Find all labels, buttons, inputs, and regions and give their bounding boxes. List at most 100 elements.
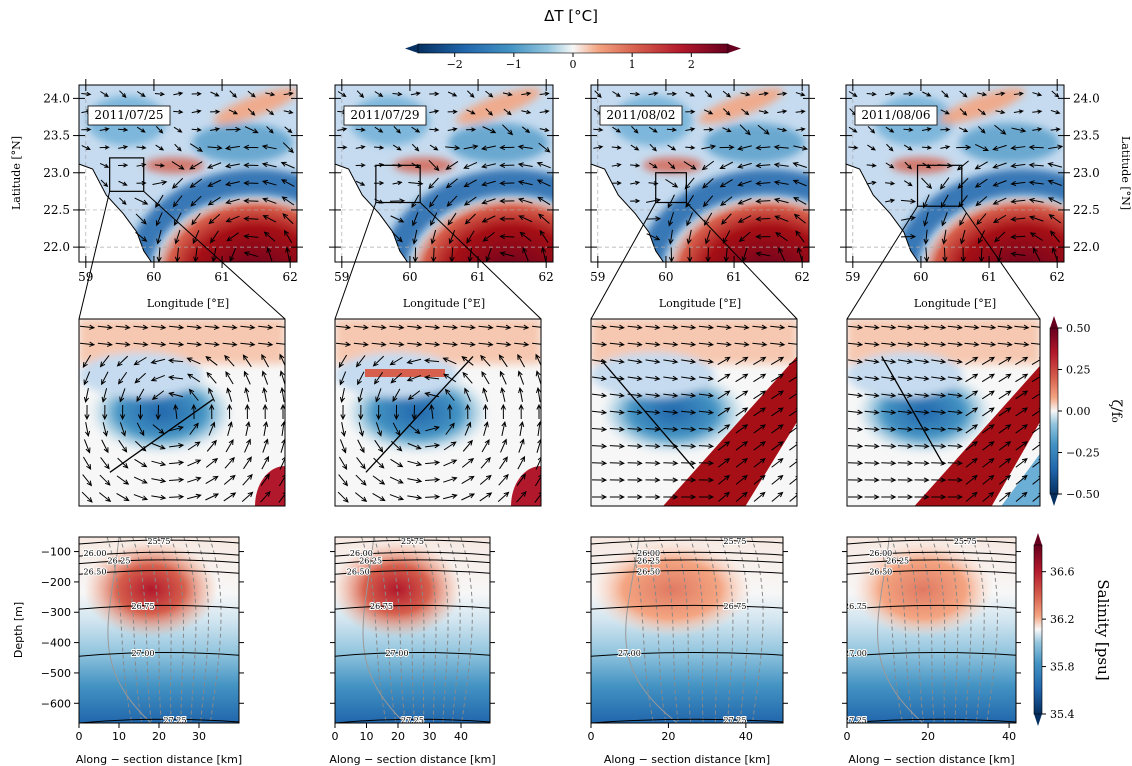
velocity-arrow [501,421,507,436]
velocity-arrow [921,127,932,132]
velocity-contour [398,537,416,723]
velocity-arrow [1028,180,1044,186]
velocity-arrow [467,247,473,262]
velocity-arrow [99,492,112,503]
date-box [599,105,683,126]
velocity-arrow [99,145,110,150]
velocity-arrow [958,127,969,133]
velocity-contour [447,537,461,723]
x-tick-label: 30 [192,730,206,743]
velocity-arrow [717,407,731,417]
velocity-arrow [535,386,541,402]
velocity-arrow [735,441,749,451]
velocity-arrow [719,179,733,188]
velocity-arrow [914,324,930,330]
velocity-arrow [903,180,913,187]
velocity-arrow [429,195,439,208]
velocity-arrow [116,493,130,502]
velocity-arrow [225,126,242,133]
contour-label: 26.25 [359,557,382,566]
velocity-arrow [244,403,250,420]
velocity-arrow [630,198,641,204]
land [591,163,664,262]
positive-band [914,365,1040,506]
velocity-arrow [281,196,295,206]
velocity-arrow [265,108,275,116]
velocity-arrow [645,358,661,365]
velocity-arrow [1010,234,1026,240]
velocity-arrow [591,443,608,449]
velocity-arrow [752,341,768,347]
velocity-arrow [1032,458,1040,468]
velocity-arrow [445,178,458,189]
velocity-arrow [137,404,144,421]
velocity-arrow [755,198,771,204]
colorbar-extend [405,44,418,53]
velocity-arrow [410,91,421,96]
velocity-arrow [1031,391,1040,400]
velocity-arrow [389,341,405,347]
velocity-contour [423,537,437,723]
velocity-arrow [645,426,661,432]
warm-patch [456,87,541,124]
velocity-arrow [903,127,914,132]
velocity-arrow [992,180,1007,187]
velocity-arrow [947,324,963,330]
velocity-arrow [482,232,495,242]
velocity-arrow [866,91,877,97]
zoom-panel [335,319,541,506]
x-axis-label: Along − section distance [km] [76,753,242,766]
x-tick-label: 40 [1002,730,1016,743]
velocity-arrow [717,458,731,468]
x-tick-label: 60 [913,270,928,284]
velocity-arrow [500,403,506,420]
velocity-arrow [627,460,643,466]
velocity-arrow [425,425,440,432]
velocity-arrow [84,422,91,437]
velocity-arrow [685,109,696,114]
velocity-arrow [518,386,524,402]
velocity-arrow [931,443,947,449]
velocity-arrow [591,392,608,398]
velocity-arrow [81,145,91,150]
velocity-arrow [391,231,403,243]
velocity-arrow [465,403,471,420]
velocity-arrow [411,194,420,209]
land [846,163,919,262]
velocity-arrow [981,390,995,400]
velocity-arrow [897,324,914,330]
velocity-arrow [947,358,963,365]
velocity-arrow [755,216,771,222]
velocity-contour [643,537,667,723]
velocity-arrow [191,109,202,114]
velocity-arrow [702,178,714,189]
velocity-arrow [99,127,110,132]
velocity-arrow [263,231,276,242]
velocity-arrow [683,161,697,170]
velocity-arrow [755,162,771,169]
velocity-arrow [211,247,217,262]
velocity-arrow [976,213,987,226]
velocity-arrow [645,494,661,500]
velocity-arrow [627,358,643,365]
date-label: 2011/08/02 [606,108,675,122]
y-tick-label: −600 [41,697,71,710]
map-frame [78,84,298,263]
velocity-arrow [244,387,250,402]
velocity-arrow [223,474,236,485]
velocity-arrow [499,370,507,385]
velocity-arrow [210,230,219,244]
velocity-arrow [914,460,930,466]
velocity-arrow [698,460,715,466]
velocity-arrow [795,92,806,97]
velocity-arrow [429,127,440,132]
velocity-arrow [373,457,385,469]
velocity-arrow [205,457,219,468]
velocity-arrow [280,161,295,169]
velocity-arrow [498,354,508,368]
velocity-arrow [116,355,129,367]
velocity-arrow [135,213,147,225]
velocity-arrow [443,493,458,500]
colorbar-label: Salinity [psu] [1094,579,1112,680]
